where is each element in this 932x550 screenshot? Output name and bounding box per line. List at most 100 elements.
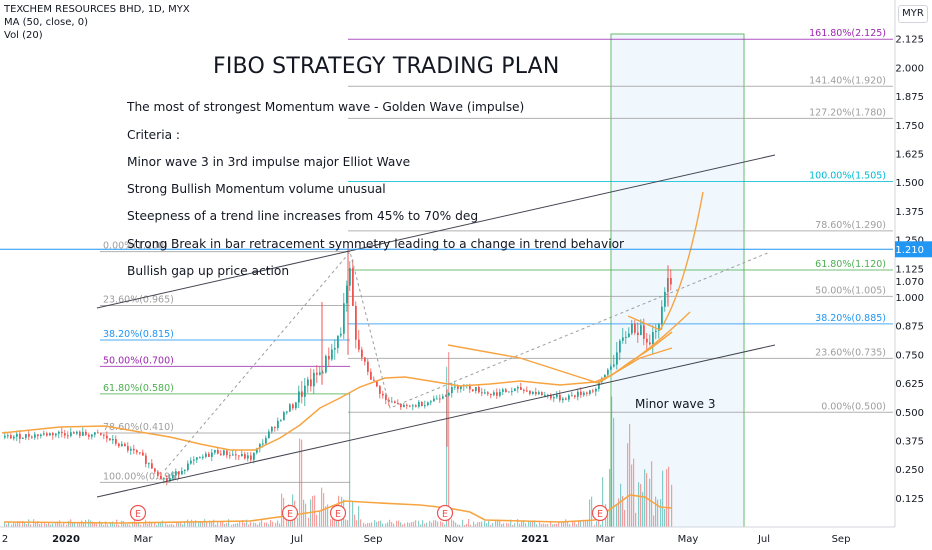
volume-bar xyxy=(369,523,371,527)
currency-button[interactable]: MYR xyxy=(898,5,928,23)
volume-bar xyxy=(112,521,114,527)
volume-bar xyxy=(413,521,415,527)
candle-body xyxy=(403,404,405,408)
volume-bar xyxy=(627,443,629,527)
candle-body xyxy=(211,452,213,457)
volume-bar xyxy=(22,520,24,527)
fib-level-label: 127.20%(1.780) xyxy=(809,107,886,118)
volume-bar xyxy=(651,461,653,527)
volume-bar xyxy=(358,506,360,527)
earnings-marker[interactable]: E xyxy=(436,504,454,522)
fib-level-label: 100.00%(0.195) xyxy=(103,471,180,482)
candle-body xyxy=(103,434,105,436)
volume-bar xyxy=(55,522,57,527)
volume-bar xyxy=(611,396,613,527)
fib-level-label: 38.20%(0.815) xyxy=(103,329,174,340)
candle-body xyxy=(604,374,606,379)
fib-level-label: 61.80%(0.580) xyxy=(103,383,174,394)
candle-body xyxy=(658,324,660,331)
time-tick-label: 2021 xyxy=(521,534,549,545)
earnings-marker[interactable]: E xyxy=(329,504,347,522)
volume-bar xyxy=(576,524,578,527)
volume-bar xyxy=(158,522,160,527)
candle-body xyxy=(166,478,168,482)
candle-body xyxy=(163,478,165,480)
volume-bar xyxy=(446,366,448,527)
candle-body xyxy=(409,405,411,407)
volume-bar xyxy=(253,522,255,527)
volume-bar xyxy=(433,520,435,527)
volume-bar xyxy=(301,439,303,527)
volume-bar xyxy=(8,522,10,527)
price-tick-label: 1.125 xyxy=(895,264,924,275)
volume-bar xyxy=(477,522,479,527)
volume-bar xyxy=(173,524,175,527)
candle-body xyxy=(583,392,585,395)
minor-wave-label: Minor wave 3 xyxy=(635,397,716,411)
candle-body xyxy=(340,333,342,336)
volume-bar xyxy=(484,520,486,527)
volume-bar xyxy=(550,522,552,527)
volume-bar xyxy=(528,520,530,527)
candle-body xyxy=(364,357,366,362)
candle-body xyxy=(577,391,579,397)
volume-bar xyxy=(145,520,147,527)
candle-body xyxy=(16,433,18,437)
candle-body xyxy=(565,398,567,400)
volume-bar xyxy=(162,520,164,527)
volume-bar xyxy=(154,522,156,527)
volume-indicator-line[interactable]: Vol (20) xyxy=(4,30,43,41)
volume-bar xyxy=(297,518,299,527)
candle-body xyxy=(52,433,54,436)
volume-bar xyxy=(233,523,235,527)
volume-bar xyxy=(671,484,673,527)
volume-bar xyxy=(495,520,497,527)
earnings-marker[interactable]: E xyxy=(281,504,299,522)
time-tick-label: Mar xyxy=(134,534,154,545)
volume-bar xyxy=(169,524,171,527)
candle-body xyxy=(613,364,615,367)
time-tick-label: Sep xyxy=(832,534,851,545)
time-tick-label: Jul xyxy=(290,534,303,545)
candle-body xyxy=(91,434,93,437)
candle-body xyxy=(484,392,486,394)
candle-body xyxy=(478,386,480,393)
volume-bar xyxy=(662,470,664,527)
candle-body xyxy=(256,448,258,453)
volume-bar xyxy=(211,521,213,527)
candle-body xyxy=(133,448,135,451)
candle-body xyxy=(181,470,183,475)
volume-bar xyxy=(215,524,217,527)
candle-body xyxy=(73,432,75,434)
volume-bar xyxy=(512,524,514,527)
candle-body xyxy=(253,452,255,460)
volume-bar xyxy=(519,523,521,527)
volume-bar xyxy=(204,519,206,527)
volume-bar xyxy=(50,524,52,527)
candle-body xyxy=(580,391,582,395)
candle-body xyxy=(634,323,636,333)
candle-body xyxy=(316,372,318,375)
volume-bar xyxy=(602,477,604,527)
candle-body xyxy=(232,454,234,456)
volume-bar xyxy=(125,523,127,527)
ma-indicator-line[interactable]: MA (50, close, 0) xyxy=(4,17,89,28)
symbol-line[interactable]: TEXCHEM RESOURCES BHD, 1D, MYX xyxy=(4,4,190,15)
volume-bar xyxy=(228,519,230,527)
earnings-marker[interactable]: E xyxy=(129,504,147,522)
volume-bar xyxy=(209,520,211,527)
candle-body xyxy=(616,352,618,365)
volume-bar xyxy=(411,522,413,527)
time-tick-label: May xyxy=(678,534,699,545)
earnings-marker[interactable]: E xyxy=(591,504,609,522)
volume-bar xyxy=(118,524,120,527)
volume-bar xyxy=(561,521,563,527)
candle-body xyxy=(55,433,57,436)
volume-bar xyxy=(79,523,81,527)
fib-level-label: 50.00%(0.700) xyxy=(103,355,174,366)
volume-bar xyxy=(61,524,63,527)
candle-body xyxy=(169,478,171,482)
candle-body xyxy=(67,435,69,437)
candle-body xyxy=(586,392,588,394)
